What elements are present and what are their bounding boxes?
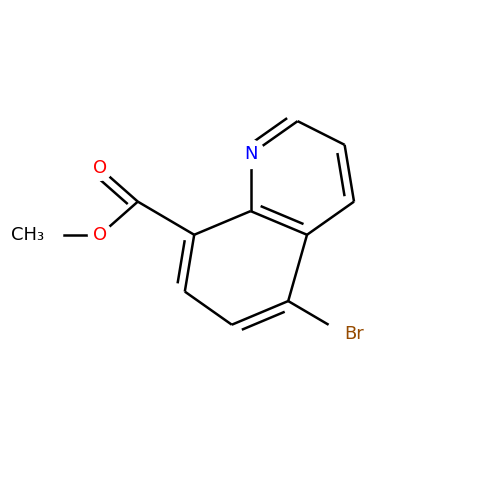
Text: O: O <box>93 226 107 244</box>
Text: O: O <box>93 160 107 178</box>
Circle shape <box>25 216 63 254</box>
Circle shape <box>89 223 112 247</box>
Circle shape <box>89 157 112 180</box>
Text: CH₃: CH₃ <box>11 226 44 244</box>
Text: N: N <box>244 145 257 163</box>
Text: Br: Br <box>344 325 365 343</box>
Circle shape <box>327 316 363 352</box>
Circle shape <box>237 140 265 169</box>
